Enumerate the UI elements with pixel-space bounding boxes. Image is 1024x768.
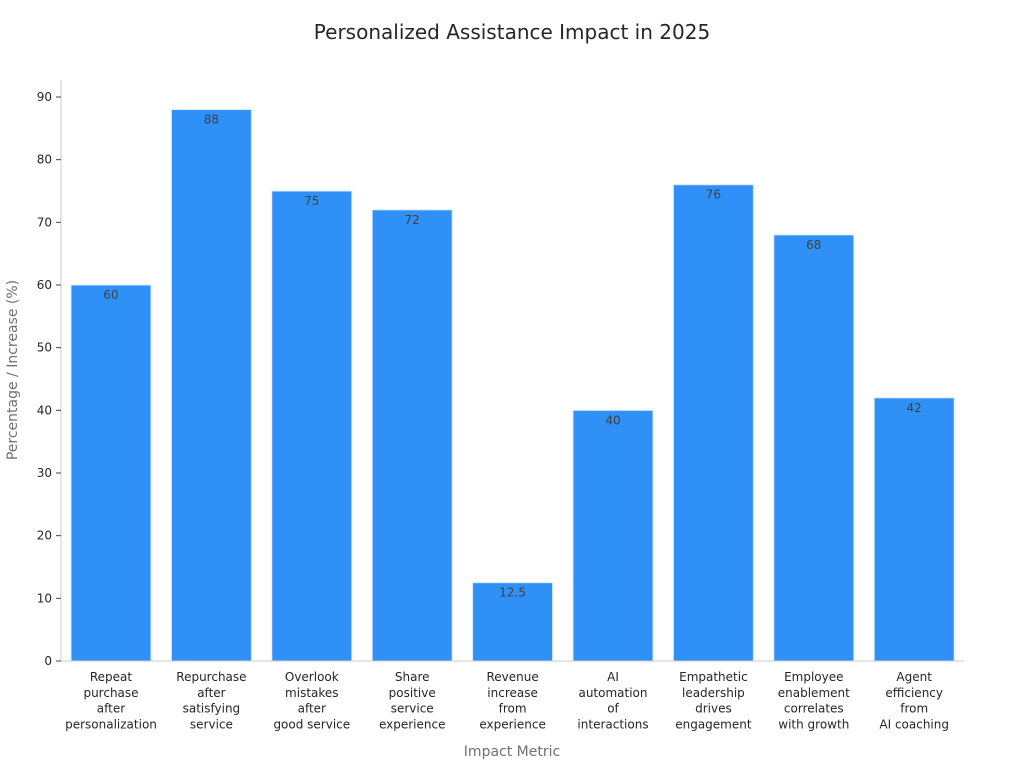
x-category-label: Employee enablement correlates with growth xyxy=(778,670,850,731)
x-category-label-line: Revenue xyxy=(486,670,538,684)
x-category-label-line: of xyxy=(607,702,619,716)
x-category-label-line: Employee xyxy=(784,670,843,684)
x-category-label-line: with growth xyxy=(778,717,849,731)
x-category-label-line: AI coaching xyxy=(879,717,949,731)
bar-value-label: 40 xyxy=(605,413,620,427)
x-category-label-line: Empathetic xyxy=(679,670,748,684)
bar-value-label: 42 xyxy=(907,401,922,415)
x-category-label: Overlook mistakes after good service xyxy=(273,670,350,731)
bar xyxy=(472,582,554,662)
x-category-label-line: good service xyxy=(273,717,350,731)
y-tick-label: 0 xyxy=(44,654,52,668)
x-category-label-line: purchase xyxy=(83,686,138,700)
bar-value-label: 88 xyxy=(204,113,219,127)
x-category-label-line: from xyxy=(900,702,928,716)
x-category-label-line: increase xyxy=(487,686,538,700)
bars-layer xyxy=(70,109,955,662)
bar-value-label: 76 xyxy=(706,188,721,202)
x-category-label-line: personalization xyxy=(65,717,157,731)
x-category-label: Share positive service experience xyxy=(379,670,446,731)
bar xyxy=(672,184,754,662)
x-axis-categories: Repeat purchase after personalizationRepurc… xyxy=(65,670,949,731)
x-category-label-line: Overlook xyxy=(285,670,339,684)
y-tick-label: 30 xyxy=(37,466,52,480)
x-category-label-line: Share xyxy=(395,670,430,684)
x-category-label-line: from xyxy=(499,702,527,716)
y-tick-label: 70 xyxy=(37,215,52,229)
x-category-label-line: Repurchase xyxy=(176,670,246,684)
x-category-label-line: automation xyxy=(578,686,647,700)
y-tick-label: 60 xyxy=(37,278,52,292)
x-category-label-line: drives xyxy=(695,702,732,716)
x-category-label-line: experience xyxy=(479,717,546,731)
x-category-label-line: efficiency xyxy=(885,686,943,700)
bar xyxy=(773,234,855,662)
y-tick-label: 40 xyxy=(37,403,52,417)
x-category-label-line: after xyxy=(197,686,225,700)
x-category-label: Agent efficiency from AI coaching xyxy=(879,670,949,731)
x-category-label-line: after xyxy=(298,702,326,716)
x-category-label: Empathetic leadership drives engagement xyxy=(675,670,752,731)
x-axis-title: Impact Metric xyxy=(464,744,560,760)
x-category-label-line: engagement xyxy=(675,717,752,731)
y-tick-label: 10 xyxy=(37,591,52,605)
x-category-label-line: service xyxy=(190,717,233,731)
x-category-label: Revenue increase from experience xyxy=(479,670,546,731)
x-category-label-line: service xyxy=(391,702,434,716)
bar-value-label: 68 xyxy=(806,238,821,252)
bar xyxy=(371,209,453,662)
chart-title: Personalized Assistance Impact in 2025 xyxy=(313,20,711,44)
x-category-label-line: Repeat xyxy=(90,670,133,684)
bar xyxy=(170,109,252,662)
x-category-label-line: experience xyxy=(379,717,446,731)
x-category-label-line: satisfying xyxy=(183,702,241,716)
bar xyxy=(271,190,353,662)
bar-value-label: 75 xyxy=(304,194,319,208)
y-tick-label: 90 xyxy=(37,90,52,104)
x-category-label-line: AI xyxy=(607,670,619,684)
bar-value-label: 12.5 xyxy=(499,586,526,600)
x-category-label-line: enablement xyxy=(778,686,850,700)
y-tick-label: 50 xyxy=(37,341,52,355)
data-labels-layer: 60 88 75 72 12.5 40 76 68 42 xyxy=(103,113,921,600)
y-tick-label: 20 xyxy=(37,529,52,543)
bar-value-label: 72 xyxy=(405,213,420,227)
x-category-label-line: Agent xyxy=(896,670,932,684)
bar xyxy=(572,409,654,662)
x-category-label-line: interactions xyxy=(577,717,648,731)
x-category-label-line: correlates xyxy=(784,702,844,716)
x-category-label: Repeat purchase after personalization xyxy=(65,670,157,731)
y-tick-label: 80 xyxy=(37,153,52,167)
bar xyxy=(873,397,955,662)
x-category-label-line: positive xyxy=(389,686,436,700)
bar-value-label: 60 xyxy=(103,288,118,302)
x-category-label-line: mistakes xyxy=(285,686,339,700)
x-category-label-line: after xyxy=(97,702,125,716)
x-category-label: Repurchase after satisfying service xyxy=(176,670,246,731)
x-category-label: AI automation of interactions xyxy=(577,670,648,731)
x-category-label-line: leadership xyxy=(682,686,745,700)
y-axis-ticks: 0 10 20 30 40 50 60 70 80 90 xyxy=(37,90,61,668)
y-axis-title: Percentage / Increase (%) xyxy=(5,280,21,460)
bar xyxy=(70,284,152,662)
